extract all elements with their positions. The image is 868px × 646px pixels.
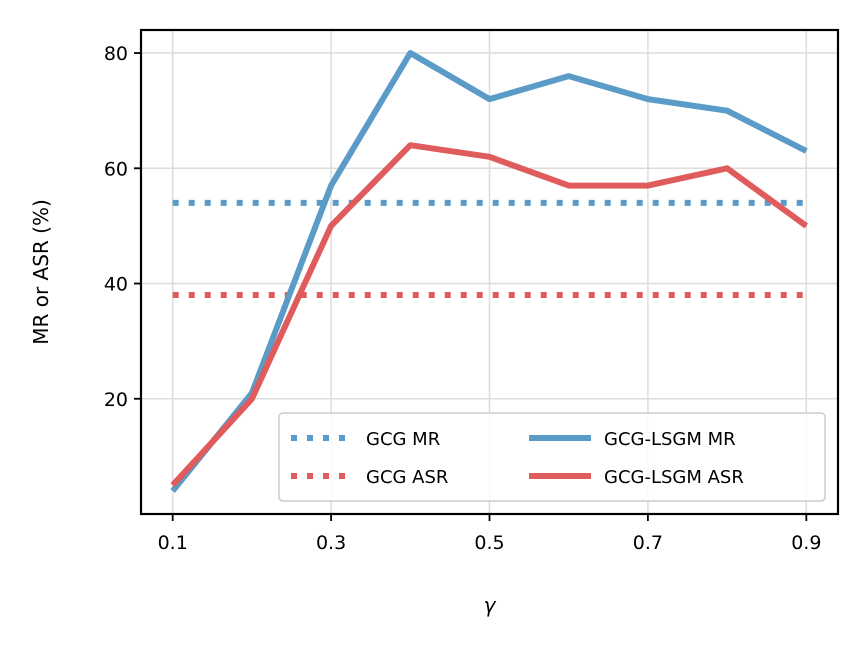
axis-ticks: 0.1 0.3 0.5 0.7 0.9 20 40 60 80 <box>104 43 822 554</box>
series-line-gcg-lsgm-asr <box>170 142 809 488</box>
legend-label-gcg-asr: GCG ASR <box>366 467 448 488</box>
x-tick-label: 0.9 <box>791 532 821 554</box>
grid-lines <box>141 30 838 514</box>
x-tick-label: 0.1 <box>158 532 188 554</box>
x-axis-label: γ <box>484 593 497 617</box>
y-tick-label: 60 <box>104 158 128 180</box>
x-tick-label: 0.5 <box>474 532 504 554</box>
y-tick-label: 20 <box>104 389 128 411</box>
series-layer <box>170 50 809 493</box>
legend-label-gcg-lsgm-mr: GCG-LSGM MR <box>604 429 736 450</box>
y-axis-label: MR or ASR (%) <box>29 199 53 345</box>
legend-box <box>278 412 826 502</box>
y-tick-label: 80 <box>104 43 128 65</box>
legend-label-gcg-mr: GCG MR <box>366 429 440 450</box>
y-tick-label: 40 <box>104 274 128 296</box>
x-tick-label: 0.3 <box>316 532 346 554</box>
x-tick-label: 0.7 <box>633 532 663 554</box>
legend-label-gcg-lsgm-asr: GCG-LSGM ASR <box>604 467 744 488</box>
legend: GCG MR GCG ASR GCG-LSGM MR GCG-LSGM ASR <box>278 412 826 502</box>
series-line-gcg-lsgm-mr <box>170 50 808 493</box>
